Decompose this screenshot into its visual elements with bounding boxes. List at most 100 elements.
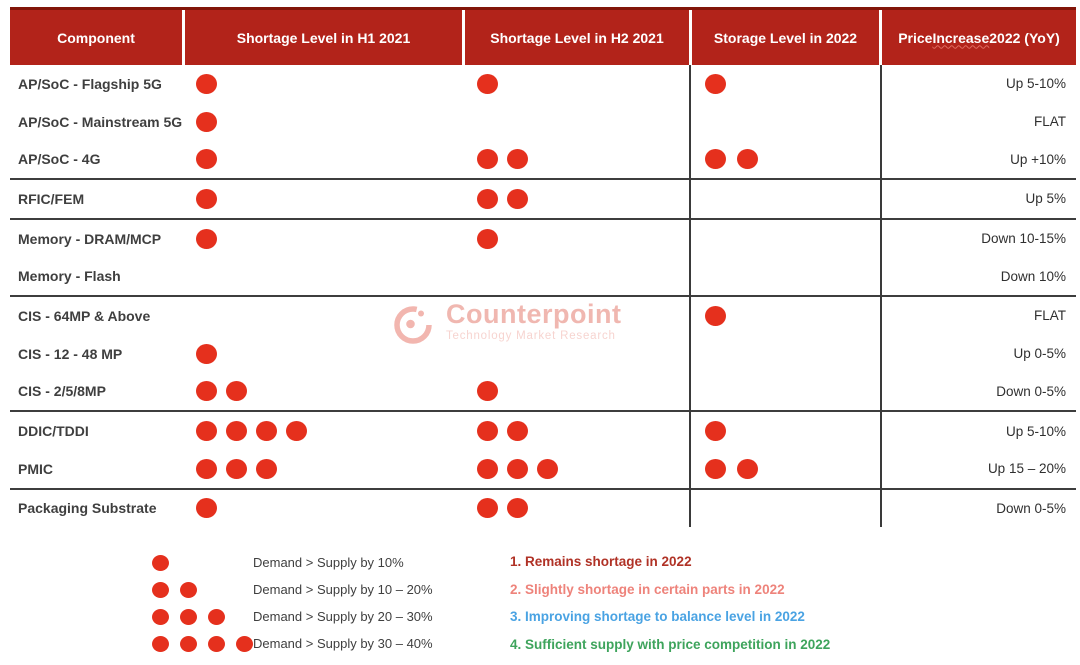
shortage-dot-icon <box>226 421 247 442</box>
dots-h1-cell <box>185 450 465 488</box>
component-label: Packaging Substrate <box>18 500 157 517</box>
shortage-dot-icon <box>477 149 498 170</box>
group-divider <box>10 295 1076 298</box>
table-row: CIS - 64MP & Above FLAT <box>10 297 1076 335</box>
shortage-dot-icon <box>477 458 498 479</box>
shortage-dot-icon <box>477 498 498 519</box>
legend-label: Demand > Supply by 30 – 40% <box>253 636 433 651</box>
legend-item: Demand > Supply by 20 – 30% <box>152 603 433 630</box>
legend-label: Demand > Supply by 20 – 30% <box>253 609 433 624</box>
shortage-dot-icon <box>705 149 726 170</box>
shortage-dot-icon <box>705 305 726 326</box>
dots-h2-cell <box>465 257 692 295</box>
component-label: DDIC/TDDI <box>18 423 89 440</box>
header-component: Component <box>10 10 185 65</box>
counterpoint-watermark: Counterpoint Technology Market Research <box>393 300 621 346</box>
shortage-dot-icon <box>196 73 217 94</box>
shortage-dot-icon <box>477 188 498 209</box>
table-header-row: Component Shortage Level in H1 2021 Shor… <box>10 7 1076 65</box>
group-divider <box>10 217 1076 220</box>
dots-h2-cell <box>465 103 692 141</box>
note-item: 4. Sufficient supply with price competit… <box>510 636 831 652</box>
header-price-post: 2022 (YoY) <box>989 29 1060 46</box>
legend-item: Demand > Supply by 10% <box>152 549 433 576</box>
header-shortage-h2-2021: Shortage Level in H2 2021 <box>465 10 692 65</box>
dots-st-cell <box>692 490 882 528</box>
shortage-dot-icon <box>196 421 217 442</box>
component-label: CIS - 12 - 48 MP <box>18 345 123 362</box>
watermark-text: Counterpoint Technology Market Research <box>446 300 621 342</box>
price-value: FLAT <box>1033 114 1066 130</box>
header-price-increase: Price Increase 2022 (YoY) <box>882 10 1076 65</box>
dots-st-cell <box>692 140 882 178</box>
price-value: Up 15 – 20% <box>987 461 1066 477</box>
dot-legend: Demand > Supply by 10% Demand > Supply by… <box>152 549 433 657</box>
component-label: Memory - Flash <box>18 268 121 285</box>
table-row: Memory - DRAM/MCP Down 10-15% <box>10 220 1076 258</box>
shortage-dot-icon <box>152 554 169 571</box>
component-label: Memory - DRAM/MCP <box>18 230 162 247</box>
legend-dots <box>152 554 169 571</box>
shortage-dot-icon <box>256 421 277 442</box>
price-value: Down 0-5% <box>996 383 1066 399</box>
shortage-dot-icon <box>226 458 247 479</box>
shortage-dot-icon <box>226 381 247 402</box>
price-value: Up +10% <box>1010 151 1066 167</box>
dots-h1-cell <box>185 297 465 335</box>
shortage-dot-icon <box>196 149 217 170</box>
dots-h2-cell <box>465 412 692 450</box>
shortage-dot-icon <box>196 111 217 132</box>
legend-label: Demand > Supply by 10% <box>253 555 404 570</box>
component-label: AP/SoC - 4G <box>18 151 101 168</box>
price-value: Down 0-5% <box>996 500 1066 516</box>
group-divider <box>10 410 1076 413</box>
shortage-dot-icon <box>196 381 217 402</box>
shortage-dot-icon <box>477 381 498 402</box>
price-value: Down 10-15% <box>981 231 1066 247</box>
component-label: CIS - 2/5/8MP <box>18 383 106 400</box>
header-price-underlined: Increase <box>932 29 990 46</box>
dots-h2-cell <box>465 335 692 373</box>
dots-h2-cell <box>465 220 692 258</box>
price-value: Up 5-10% <box>1005 76 1066 92</box>
shortage-dot-icon <box>180 581 197 598</box>
shortage-dot-icon <box>507 498 528 519</box>
shortage-dot-icon <box>152 608 169 625</box>
header-shortage-h1-2021: Shortage Level in H1 2021 <box>185 10 465 65</box>
shortage-dot-icon <box>236 635 253 652</box>
dots-h2-cell <box>465 373 692 411</box>
table-row: AP/SoC - Mainstream 5G FLAT <box>10 103 1076 141</box>
legend-item: Demand > Supply by 30 – 40% <box>152 630 433 657</box>
dots-st-cell <box>692 220 882 258</box>
table-row: CIS - 12 - 48 MP Up 0-5% <box>10 335 1076 373</box>
shortage-dot-icon <box>152 581 169 598</box>
dots-h1-cell <box>185 220 465 258</box>
shortage-dot-icon <box>477 421 498 442</box>
component-label: AP/SoC - Mainstream 5G <box>18 113 183 130</box>
dots-h1-cell <box>185 412 465 450</box>
table-row: PMIC Up 15 – 20% <box>10 450 1076 488</box>
shortage-dot-icon <box>196 458 217 479</box>
table-row: RFIC/FEM Up 5% <box>10 180 1076 218</box>
table-body: AP/SoC - Flagship 5G Up 5-10% AP/SoC - Mai… <box>10 65 1076 528</box>
shortage-dot-icon <box>152 635 169 652</box>
header-price-pre: Price <box>898 29 933 46</box>
shortage-dot-icon <box>180 635 197 652</box>
shortage-dot-icon <box>507 458 528 479</box>
shortage-dot-icon <box>705 73 726 94</box>
group-divider <box>10 178 1076 181</box>
dots-h1-cell <box>185 103 465 141</box>
dots-h2-cell <box>465 490 692 528</box>
dots-st-cell <box>692 450 882 488</box>
dots-h1-cell <box>185 65 465 103</box>
shortage-dot-icon <box>737 149 758 170</box>
shortage-dot-icon <box>286 421 307 442</box>
shortage-dot-icon <box>196 188 217 209</box>
shortage-dot-icon <box>477 228 498 249</box>
shortage-dot-icon <box>507 188 528 209</box>
table-row: Packaging Substrate Down 0-5% <box>10 490 1076 528</box>
watermark-brand: Counterpoint <box>446 299 622 329</box>
table-row: DDIC/TDDI Up 5-10% <box>10 412 1076 450</box>
shortage-dot-icon <box>180 608 197 625</box>
legend-dots <box>152 581 197 598</box>
